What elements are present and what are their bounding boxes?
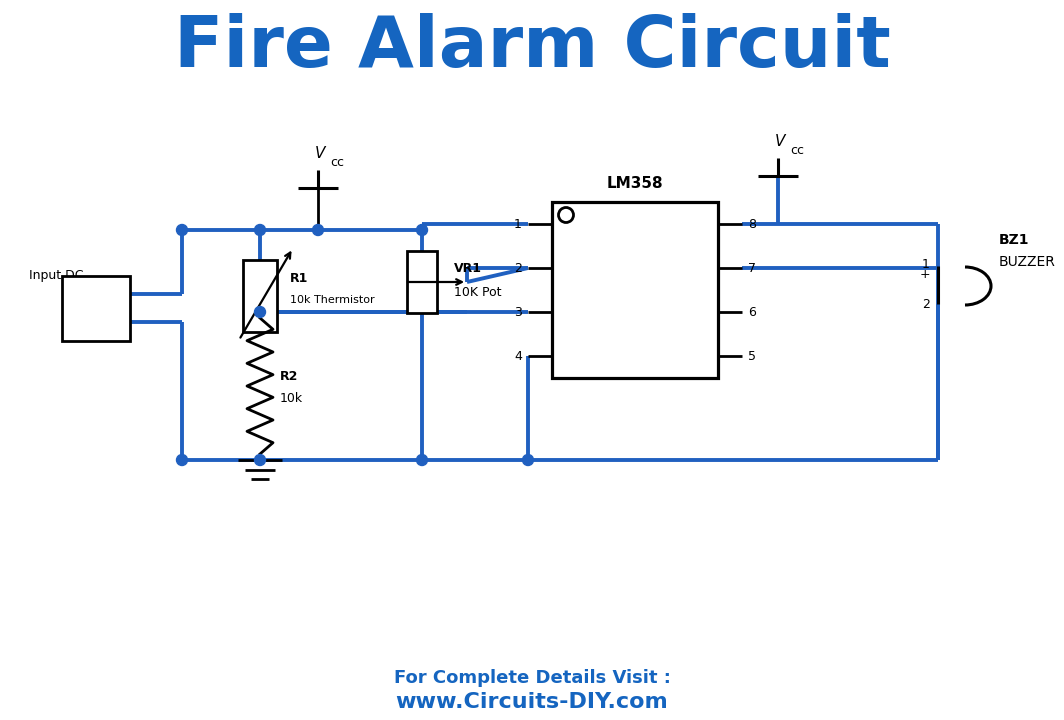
Text: +IN: +IN [564,305,591,319]
Text: 7: 7 [748,261,757,274]
Circle shape [313,225,323,235]
Text: V: V [315,145,326,161]
Text: VR1: VR1 [454,261,482,274]
Text: V-: V- [564,349,578,363]
Circle shape [177,225,187,235]
Circle shape [254,225,266,235]
Circle shape [254,307,266,318]
Text: 4: 4 [514,349,522,362]
Text: 10k: 10k [280,392,303,405]
Text: +IN: +IN [680,349,706,363]
Text: 2: 2 [922,297,930,310]
Text: For Complete Details Visit :: For Complete Details Visit : [394,669,670,687]
Text: 3: 3 [514,305,522,318]
Text: -IN: -IN [564,261,583,275]
Circle shape [559,207,573,222]
Text: Fire Alarm Circuit: Fire Alarm Circuit [173,14,891,83]
Text: V+: V+ [685,217,706,231]
Circle shape [416,454,428,466]
Text: R1: R1 [290,271,309,284]
Circle shape [177,454,187,466]
Text: www.Circuits-DIY.com: www.Circuits-DIY.com [396,692,668,712]
Text: 2: 2 [514,261,522,274]
Text: cc: cc [789,145,804,158]
Circle shape [522,454,533,466]
Text: 2: 2 [88,287,96,300]
Text: -IN: -IN [686,305,706,319]
Text: BUZZER: BUZZER [999,255,1055,269]
Text: 10k Thermistor: 10k Thermistor [290,295,375,305]
Text: LM358: LM358 [606,176,663,192]
Text: BZ1: BZ1 [999,233,1030,247]
Text: 5: 5 [748,349,757,362]
Text: OUT: OUT [564,217,594,231]
Text: 1: 1 [88,315,96,328]
Text: V: V [775,133,785,148]
Text: b: b [72,327,78,337]
Bar [552,202,718,378]
Circle shape [416,225,428,235]
Text: 8: 8 [748,217,757,230]
Bar [243,260,277,332]
Text: OUT: OUT [677,261,706,275]
Bar [62,276,130,341]
Text: 6: 6 [748,305,755,318]
Text: 1: 1 [514,217,522,230]
Text: cc: cc [330,156,344,169]
Bar [408,251,437,313]
Text: +: + [919,268,930,281]
Text: R2: R2 [280,369,298,382]
Text: Input DC: Input DC [29,269,83,282]
Text: 10K Pot: 10K Pot [454,286,501,299]
Text: 1: 1 [922,258,930,271]
Circle shape [254,454,266,466]
